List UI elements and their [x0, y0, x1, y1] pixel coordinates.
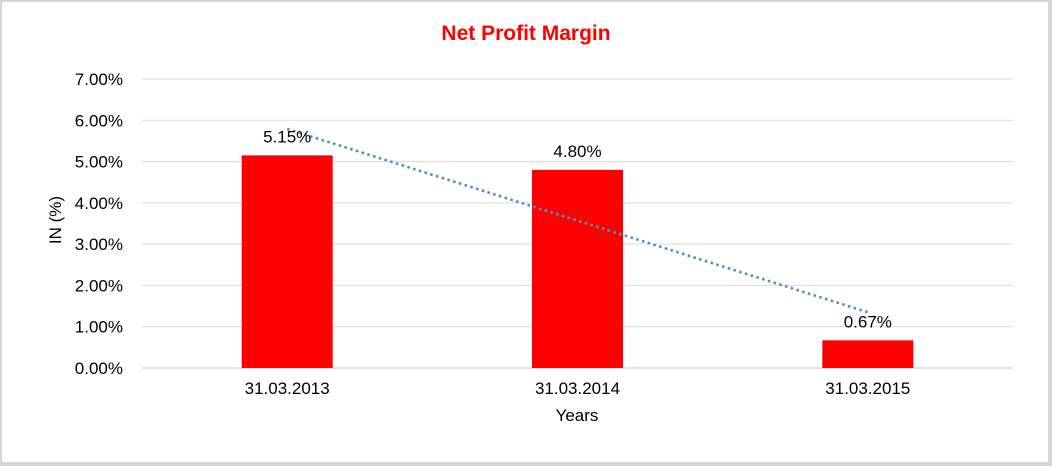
bar-value-labels: 5.15% 4.80% 0.67%	[263, 127, 892, 331]
bar-value-label: 4.80%	[553, 142, 601, 161]
bar-31.03.2013	[241, 155, 333, 368]
x-axis-category-label: 31.03.2013	[245, 379, 330, 398]
y-axis-tick-label: 3.00%	[75, 235, 123, 254]
bar-31.03.2014	[532, 169, 623, 368]
x-axis-category-label: 31.03.2015	[825, 379, 910, 398]
bar-series	[241, 155, 914, 368]
y-axis-tick-label: 4.00%	[75, 194, 123, 213]
x-axis-category-labels: 31.03.2013 31.03.2014 31.03.2015	[245, 379, 911, 398]
y-axis-title: IN (%)	[46, 196, 65, 244]
chart-title: Net Profit Margin	[441, 22, 610, 45]
bar-value-label: 0.67%	[844, 312, 892, 331]
y-axis-tick-label: 0.00%	[75, 359, 123, 378]
y-axis-tick-label: 2.00%	[75, 276, 123, 295]
y-axis-tick-label: 7.00%	[75, 70, 123, 89]
y-axis-tick-label: 6.00%	[75, 111, 123, 130]
x-axis-title: Years	[556, 406, 599, 425]
y-axis-tick-labels: 7.00% 6.00% 5.00% 4.00% 3.00% 2.00% 1.00% 0.00%	[75, 70, 123, 378]
y-axis-tick-label: 1.00%	[75, 318, 123, 337]
y-axis-tick-label: 5.00%	[75, 153, 123, 172]
bar-31.03.2015	[822, 340, 914, 368]
x-axis-category-label: 31.03.2014	[535, 379, 620, 398]
bar-value-label: 5.15%	[263, 127, 311, 146]
